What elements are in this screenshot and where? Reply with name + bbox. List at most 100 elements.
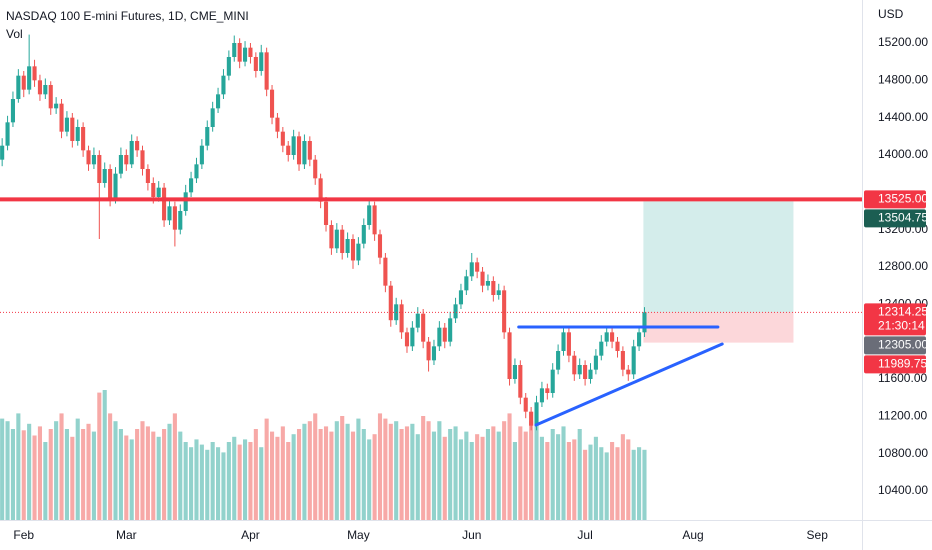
candle-body (81, 126, 86, 151)
candle-body (458, 290, 464, 305)
candle-body (442, 327, 447, 342)
chart-title: NASDAQ 100 E-mini Futures, 1D, CME_MINI (6, 9, 249, 23)
candle-body (216, 94, 221, 109)
candle-body (421, 313, 426, 342)
candle-body (518, 365, 523, 398)
volume-bar (345, 423, 350, 520)
candle-body (91, 154, 96, 165)
volume-bar (37, 426, 42, 520)
volume-bar (156, 436, 161, 520)
volume-bar (599, 447, 604, 520)
price-label: 11989.75 (878, 357, 927, 371)
candle-body (118, 154, 123, 174)
volume-bar (637, 447, 642, 520)
candle-body (323, 201, 329, 225)
candle-body (561, 332, 566, 352)
candle-body (556, 351, 561, 370)
candle-body (156, 187, 161, 197)
volume-bar (593, 436, 598, 520)
candle-body (210, 108, 215, 127)
y-tick-label: 10800.00 (878, 446, 928, 460)
countdown: 21:30:14 (878, 319, 925, 333)
candle-body (334, 229, 339, 249)
candle-body (54, 103, 59, 109)
volume-bar (248, 442, 253, 520)
volume-bar (323, 426, 329, 520)
candle-body (264, 52, 269, 90)
candle-body (269, 89, 275, 118)
volume-bar (350, 431, 356, 520)
candle-body (243, 47, 248, 62)
volume-bar (610, 442, 615, 520)
candle-body (43, 84, 48, 95)
volume-bar (475, 434, 480, 520)
volume-bar (534, 423, 539, 520)
volume-bar (189, 447, 194, 520)
volume-bar (626, 439, 631, 520)
candle-body (129, 140, 134, 165)
volume-bar (631, 449, 636, 520)
candle-body (399, 304, 404, 333)
volume-bar (43, 442, 48, 520)
volume-bar (16, 413, 21, 520)
volume-bar (394, 421, 399, 520)
price-label-box (864, 355, 926, 374)
volume-bar (523, 431, 528, 520)
volume-bar (404, 426, 410, 520)
volume-bar (464, 431, 469, 520)
candle-body (388, 285, 393, 321)
candle-body (593, 355, 598, 370)
candle-body (377, 234, 383, 258)
candle-body (512, 365, 517, 380)
candle-body (21, 75, 26, 90)
volume-label: Vol (6, 27, 23, 41)
price-label: 12305.00 (878, 338, 928, 352)
candle-body (27, 66, 32, 90)
volume-bar (383, 418, 388, 520)
volume-bar (162, 429, 167, 520)
candle-body (550, 369, 555, 394)
volume-bar (377, 413, 383, 520)
volume-bar (97, 392, 102, 520)
x-tick-label: Jun (462, 528, 481, 542)
volume-bar (237, 444, 242, 520)
volume-bar (118, 429, 123, 520)
candle-body (523, 397, 528, 412)
volume-bar (54, 421, 59, 520)
candle-body (361, 224, 366, 244)
volume-bar (388, 423, 393, 520)
volume-bar (226, 442, 231, 520)
volume-bar (410, 423, 415, 520)
volume-bar (620, 434, 625, 520)
volume-bar (426, 421, 431, 520)
candle-body (70, 117, 75, 141)
volume-bar (334, 421, 339, 520)
candle-body (280, 131, 285, 146)
x-tick-label: Feb (13, 528, 34, 542)
volume-bar (183, 442, 188, 520)
candle-body (221, 75, 226, 95)
candle-body (151, 182, 156, 197)
volume-bar (399, 429, 404, 520)
candle-body (383, 257, 388, 286)
candle-body (64, 117, 69, 132)
candle-body (491, 281, 496, 296)
price-label: 13504.75 (878, 211, 928, 225)
volume-bar (86, 423, 91, 520)
volume-bar (140, 421, 145, 520)
candle-body (286, 145, 291, 155)
candle-body (620, 351, 625, 370)
volume-bar (361, 429, 366, 520)
candle-body (566, 332, 571, 356)
volume-bar (340, 416, 345, 520)
x-tick-label: Mar (116, 528, 137, 542)
volume-bar (280, 426, 285, 520)
candle-body (599, 341, 604, 356)
candle-body (545, 388, 550, 394)
y-tick-label: 14000.00 (878, 147, 928, 161)
candle-body (615, 341, 620, 352)
profit-zone (643, 201, 794, 313)
candle-body (167, 206, 172, 221)
candle-body (205, 126, 210, 146)
candle-body (48, 84, 53, 109)
